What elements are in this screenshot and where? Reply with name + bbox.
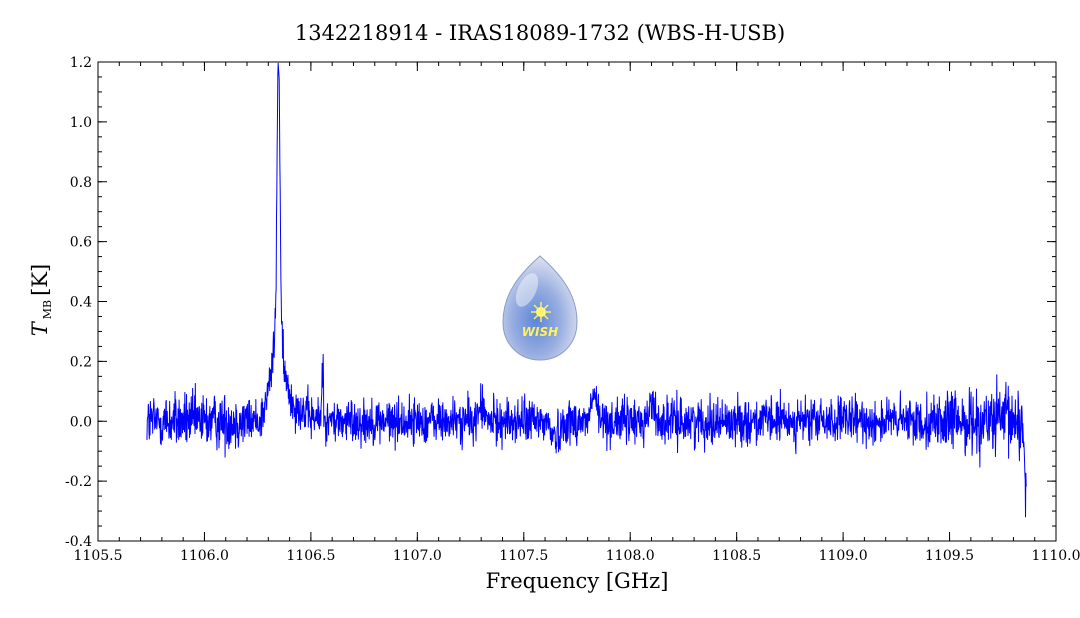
- y-tick-label: -0.4: [65, 534, 92, 550]
- x-tick-label: 1110.0: [1032, 548, 1080, 564]
- plot-area: [97, 61, 1057, 542]
- x-tick-label: 1108.0: [606, 548, 655, 564]
- plot-frame: [97, 61, 1057, 542]
- x-tick-label: 1107.0: [393, 548, 442, 564]
- y-tick-label: 0.6: [70, 235, 92, 251]
- x-tick-label: 1109.5: [925, 548, 974, 564]
- x-axis-label: Frequency [GHz]: [486, 569, 669, 593]
- svg-text:TMB[K]: TMB [K]: [28, 264, 54, 336]
- x-tick-label: 1107.5: [499, 548, 548, 564]
- y-tick-label: -0.2: [65, 474, 92, 490]
- y-label-symbol: T: [28, 320, 52, 336]
- wish-watermark: WISH: [502, 255, 578, 361]
- x-axis: 1105.5 1106.0 1106.5 1107.0 1107.5 1108.0 1108…: [74, 62, 1080, 564]
- chart-title: 1342218914 - IRAS18089-1732 (WBS-H-USB): [295, 21, 785, 45]
- x-tick-label: 1106.5: [286, 548, 335, 564]
- star-icon: [531, 302, 551, 322]
- y-label-subscript: MB: [41, 300, 54, 319]
- y-axis: -0.4 -0.2 0.0 0.2 0.4 0.6 0.8 1.0 1.2: [65, 55, 1056, 550]
- y-tick-label: 0.2: [70, 354, 92, 370]
- y-tick-label: 0.0: [70, 414, 92, 430]
- x-tick-label: 1109.0: [819, 548, 868, 564]
- x-tick-label: 1105.5: [74, 548, 123, 564]
- y-tick-label: 0.8: [70, 175, 92, 191]
- x-tick-label: 1108.5: [712, 548, 761, 564]
- spectrum-series-line: [146, 62, 1027, 518]
- y-tick-label: 1.2: [70, 55, 92, 71]
- y-label-unit: [K]: [28, 264, 52, 296]
- y-tick-label: 1.0: [70, 115, 92, 131]
- y-tick-label: 0.4: [70, 295, 92, 311]
- watermark-text: WISH: [522, 325, 558, 339]
- y-axis-label: TMB [K]: [28, 264, 54, 336]
- x-tick-label: 1106.0: [180, 548, 229, 564]
